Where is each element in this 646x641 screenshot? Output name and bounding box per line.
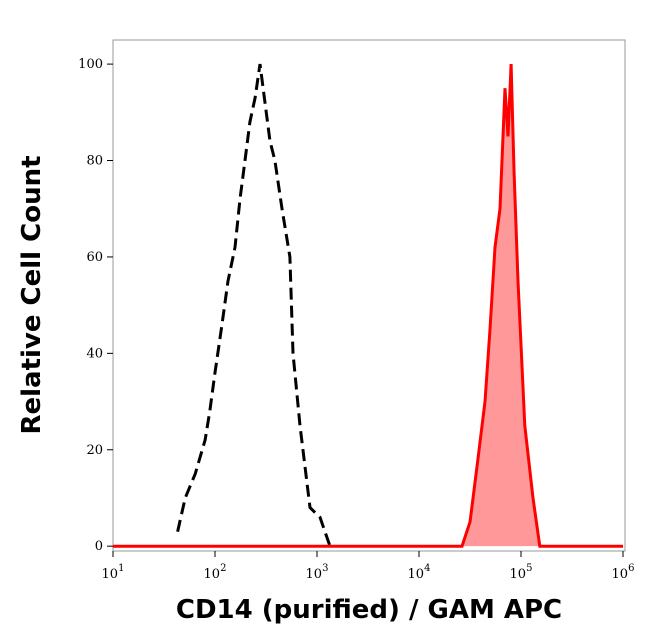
y-tick-label: 60 (86, 250, 103, 265)
tick-base: 10 (612, 567, 629, 582)
tick-base: 10 (306, 567, 323, 582)
tick-base: 10 (204, 567, 221, 582)
line (176, 63, 332, 547)
tick-exp: 1 (118, 563, 124, 574)
line (113, 64, 623, 548)
y-tick-label: 20 (86, 443, 103, 458)
y-tick-label: 0 (95, 539, 103, 554)
tick-exp: 2 (220, 563, 226, 574)
x-axis-label: CD14 (purified) / GAM APC (176, 595, 562, 625)
tick-exp: 6 (628, 563, 634, 574)
y-tick-label: 40 (86, 346, 103, 361)
x-tick-label: 102 (204, 563, 227, 582)
x-tick-label: 106 (612, 563, 635, 582)
tick-base: 10 (408, 567, 425, 582)
tick-exp: 4 (424, 563, 430, 574)
y-axis-label: Relative Cell Count (17, 155, 47, 434)
y-tick-label: 100 (78, 57, 103, 72)
tick-base: 10 (102, 567, 119, 582)
tick-exp: 5 (526, 563, 532, 574)
tick-base: 10 (510, 567, 527, 582)
x-tick-label: 105 (510, 563, 533, 582)
x-tick-label: 103 (306, 563, 329, 582)
x-tick-label: 101 (102, 563, 125, 582)
plot-frame (112, 39, 626, 552)
area (113, 64, 623, 547)
y-tick-label: 80 (86, 154, 103, 169)
x-tick-label: 104 (408, 563, 431, 582)
tick-exp: 3 (322, 563, 328, 574)
